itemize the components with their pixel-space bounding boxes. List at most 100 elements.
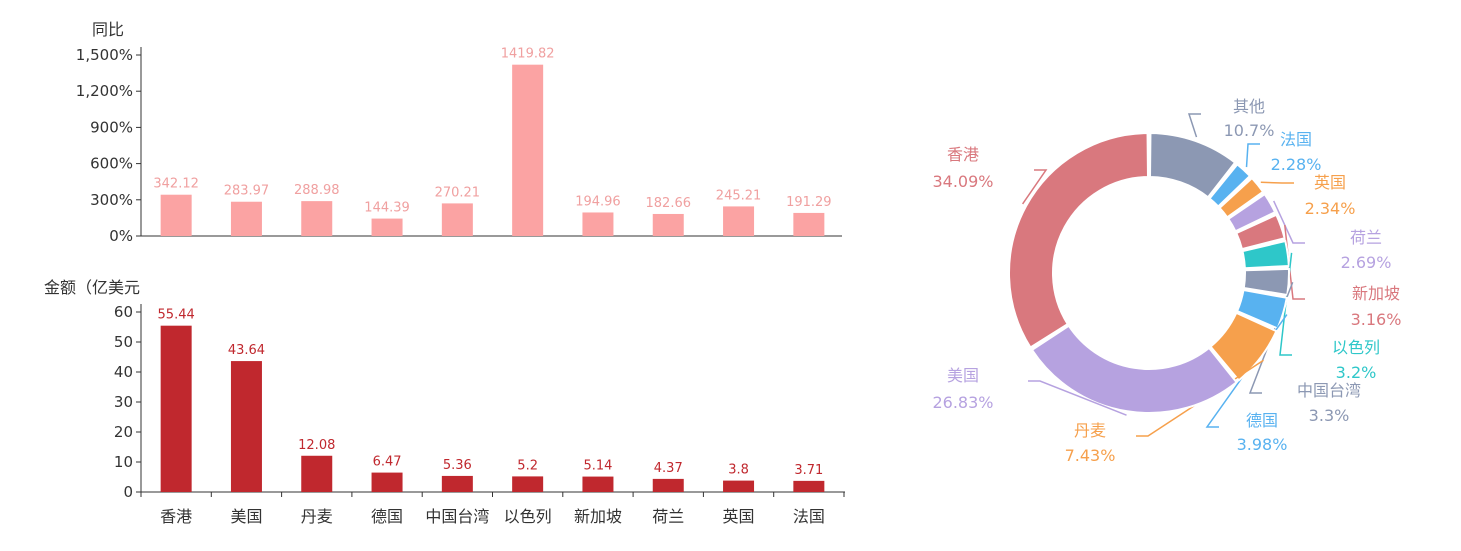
yoy-value-label: 245.21 <box>716 188 762 203</box>
amount-bar <box>793 480 825 492</box>
donut-slice-name: 丹麦 <box>1074 421 1106 440</box>
amount-bar <box>652 478 684 492</box>
amount-y-tick-label: 40 <box>114 363 133 381</box>
amount-value-label: 4.37 <box>654 461 683 476</box>
yoy-bar <box>160 194 192 236</box>
donut-slice-percent: 34.09% <box>932 172 993 191</box>
amount-category-label: 中国台湾 <box>425 507 489 526</box>
amount-y-tick-label: 30 <box>114 393 133 411</box>
donut-slice-name: 以色列 <box>1332 338 1380 357</box>
donut-leader-line <box>1245 143 1260 168</box>
yoy-value-label: 283.97 <box>224 184 270 199</box>
donut-slice-name: 中国台湾 <box>1297 381 1361 400</box>
yoy-bar <box>301 201 333 236</box>
yoy-value-label: 182.66 <box>646 196 692 211</box>
donut-slice-name: 香港 <box>947 145 979 164</box>
amount-bar <box>230 361 262 492</box>
amount-y-tick-label: 10 <box>114 453 133 471</box>
yoy-bar <box>512 64 544 237</box>
donut-slice-percent: 10.7% <box>1224 121 1275 140</box>
donut-slice-percent: 3.3% <box>1309 406 1350 425</box>
donut-leader-line <box>1021 169 1048 205</box>
amount-value-label: 12.08 <box>298 438 335 453</box>
donut-slice-name: 美国 <box>947 366 979 385</box>
yoy-bar-chart: 同比 0% 300% 600% 900% 1,200% 1,500% 342.12 283.9… <box>76 20 842 245</box>
amount-category-label: 美国 <box>230 507 262 526</box>
amount-category-label: 法国 <box>793 507 825 526</box>
donut-slice-name: 荷兰 <box>1350 228 1382 247</box>
donut-leader-line <box>1187 113 1201 138</box>
donut-slice-name: 法国 <box>1280 130 1312 149</box>
amount-bar <box>371 472 403 492</box>
amount-value-label: 43.64 <box>228 343 265 358</box>
amount-value-label: 55.44 <box>158 308 195 323</box>
donut-slice <box>1218 176 1265 219</box>
amount-bar <box>160 325 192 492</box>
yoy-bar <box>582 212 614 236</box>
yoy-value-label: 288.98 <box>294 183 340 198</box>
yoy-y-tick-label: 0% <box>109 227 133 245</box>
donut-slice <box>1148 131 1237 199</box>
yoy-axis-title: 同比 <box>92 20 124 39</box>
donut-slice <box>1008 131 1150 349</box>
amount-bar-chart: 金额（亿美元 0 10 20 30 40 50 60 55.44 43.64 12.08 6.47 5… <box>44 278 845 526</box>
donut-slice <box>1209 311 1278 382</box>
amount-y-tick-label: 60 <box>114 303 133 321</box>
amount-bar <box>301 455 333 492</box>
yoy-y-tick-label: 600% <box>90 155 133 173</box>
donut-slice-percent: 3.16% <box>1351 310 1402 329</box>
donut-slice-percent: 2.28% <box>1271 155 1322 174</box>
donut-slice <box>1242 267 1290 297</box>
amount-axis-title: 金额（亿美元 <box>44 278 140 297</box>
amount-category-label: 丹麦 <box>301 507 333 526</box>
amount-bar <box>582 476 614 492</box>
amount-bar <box>723 480 755 492</box>
amount-category-label: 香港 <box>160 507 192 526</box>
amount-category-label: 英国 <box>723 507 755 526</box>
yoy-bar <box>371 218 403 236</box>
donut-leader-line <box>1028 380 1127 416</box>
donut-slice-percent: 3.98% <box>1237 435 1288 454</box>
amount-value-label: 6.47 <box>373 455 402 470</box>
donut-slice-percent: 26.83% <box>932 393 993 412</box>
amount-value-label: 3.71 <box>794 463 823 478</box>
yoy-y-tick-label: 1,500% <box>76 46 133 64</box>
donut-slice <box>1234 213 1286 251</box>
donut-slice <box>1030 324 1238 414</box>
donut-slice <box>1226 192 1277 233</box>
amount-value-label: 3.8 <box>728 463 749 478</box>
yoy-value-label: 194.96 <box>575 194 621 209</box>
yoy-bar <box>230 201 262 236</box>
donut-slice-name: 其他 <box>1233 97 1265 116</box>
amount-bar <box>441 475 473 492</box>
yoy-value-label: 342.12 <box>153 177 199 192</box>
donut-slice-name: 新加坡 <box>1352 284 1400 303</box>
yoy-bar <box>441 203 473 236</box>
amount-bar <box>512 476 544 492</box>
yoy-value-label: 1419.82 <box>501 47 555 62</box>
amount-value-label: 5.36 <box>443 458 472 473</box>
yoy-bar <box>723 206 755 236</box>
yoy-value-label: 191.29 <box>786 195 832 210</box>
donut-slice <box>1208 162 1252 208</box>
donut-slice-percent: 3.2% <box>1336 363 1377 382</box>
amount-value-label: 5.2 <box>517 458 538 473</box>
amount-y-tick-label: 50 <box>114 333 133 351</box>
donut-slice-percent: 7.43% <box>1065 446 1116 465</box>
donut-leader-line <box>1260 181 1294 184</box>
donut-slice-percent: 2.69% <box>1341 253 1392 272</box>
amount-value-label: 5.14 <box>583 459 612 474</box>
yoy-bar <box>793 212 825 236</box>
donut-slice-name: 英国 <box>1314 173 1346 192</box>
donut-slice-percent: 2.34% <box>1305 199 1356 218</box>
amount-category-label: 以色列 <box>504 507 552 526</box>
yoy-y-tick-label: 1,200% <box>76 82 133 100</box>
amount-category-label: 新加坡 <box>574 507 622 526</box>
donut-leader-line <box>1273 200 1305 244</box>
amount-category-label: 荷兰 <box>652 507 684 526</box>
donut-slice <box>1241 239 1290 270</box>
share-donut-chart: 其他 10.7% 法国 2.28%英国 2.34% 荷兰 2.69% 新加坡 3.16% 以色列 3… <box>932 97 1401 465</box>
yoy-value-label: 144.39 <box>364 201 410 216</box>
